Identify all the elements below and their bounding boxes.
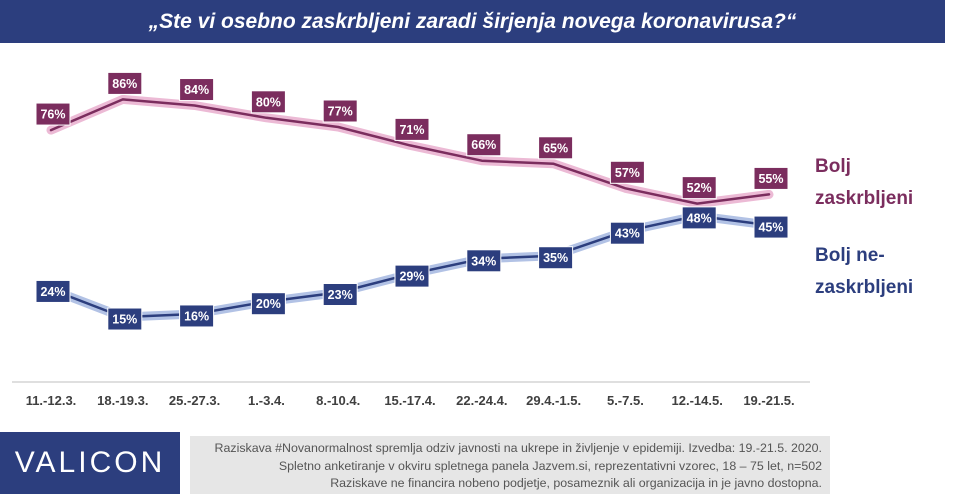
- svg-text:15%: 15%: [112, 313, 137, 327]
- svg-text:71%: 71%: [399, 123, 424, 137]
- x-tick-label: 25.-27.3.: [169, 393, 220, 408]
- data-label: 55%: [753, 166, 789, 190]
- x-tick-label: 5.-7.5.: [607, 393, 644, 408]
- data-label: 65%: [538, 136, 574, 160]
- x-tick-label: 1.-3.4.: [248, 393, 285, 408]
- data-label: 15%: [107, 307, 143, 331]
- valicon-logo: VALICON: [0, 432, 180, 494]
- data-label: 77%: [322, 99, 358, 123]
- svg-text:55%: 55%: [758, 172, 783, 186]
- legend-label: Bolj: [815, 156, 851, 177]
- legend-label: Bolj ne-: [815, 245, 885, 266]
- svg-text:35%: 35%: [543, 251, 568, 265]
- line-chart: 11.-12.3. 18.-19.3. 25.-27.3. 1.-3.4. 8.-10.…: [12, 71, 913, 408]
- footnote-line-2: Spletno anketiranje v okviru spletnega p…: [278, 458, 822, 473]
- svg-text:24%: 24%: [40, 285, 65, 299]
- x-tick-label: 12.-14.5.: [672, 393, 723, 408]
- svg-text:48%: 48%: [687, 211, 712, 225]
- svg-text:57%: 57%: [615, 166, 640, 180]
- svg-text:23%: 23%: [328, 288, 353, 302]
- x-tick-label: 18.-19.3.: [97, 393, 148, 408]
- x-tick-label: 19.-21.5.: [743, 393, 794, 408]
- svg-text:20%: 20%: [256, 297, 281, 311]
- data-label: 57%: [609, 160, 645, 184]
- data-label: 20%: [250, 292, 286, 316]
- data-label: 52%: [681, 176, 717, 200]
- data-label: 66%: [466, 133, 502, 157]
- footnote-line-1: Raziskava #Novanormalnost spremlja odziv…: [214, 441, 822, 455]
- data-label: 48%: [681, 206, 717, 230]
- data-label: 76%: [35, 102, 71, 126]
- data-label: 71%: [394, 117, 430, 141]
- svg-text:65%: 65%: [543, 141, 568, 155]
- data-label: 84%: [179, 78, 215, 102]
- data-label: 23%: [322, 283, 358, 307]
- data-label: 29%: [394, 264, 430, 288]
- svg-text:77%: 77%: [328, 104, 353, 118]
- footnote-line-3: Raziskave ne financira nobeno podjetje, …: [330, 476, 822, 490]
- svg-text:34%: 34%: [471, 254, 496, 268]
- data-label: 34%: [466, 249, 502, 273]
- data-label: 43%: [609, 221, 645, 245]
- data-label: 86%: [107, 71, 143, 95]
- data-label: 16%: [179, 304, 215, 328]
- svg-text:52%: 52%: [687, 181, 712, 195]
- x-tick-label: 29.4.-1.5.: [526, 393, 581, 408]
- svg-text:29%: 29%: [399, 270, 424, 284]
- chart-title: „Ste vi osebno zaskrbljeni zaradi širjen…: [0, 0, 945, 43]
- x-tick-label: 15.-17.4.: [384, 393, 435, 408]
- svg-text:16%: 16%: [184, 309, 209, 323]
- svg-text:84%: 84%: [184, 83, 209, 97]
- svg-text:45%: 45%: [758, 221, 783, 235]
- x-tick-label: 8.-10.4.: [316, 393, 360, 408]
- x-tick-label: 11.-12.3.: [26, 393, 77, 408]
- svg-text:43%: 43%: [615, 227, 640, 241]
- data-label: 24%: [35, 279, 71, 303]
- footnote: Raziskava #Novanormalnost spremlja odziv…: [190, 436, 830, 494]
- svg-text:80%: 80%: [256, 95, 281, 109]
- series-glow: [46, 94, 774, 209]
- legend-label: zaskrbljeni: [815, 277, 913, 298]
- svg-text:76%: 76%: [40, 108, 65, 122]
- x-tick-label: 22.-24.4.: [456, 393, 507, 408]
- series-line: [49, 98, 771, 205]
- data-label: 45%: [753, 215, 789, 239]
- svg-text:66%: 66%: [471, 138, 496, 152]
- data-label: 80%: [250, 90, 286, 114]
- legend-label: zaskrbljeni: [815, 188, 913, 209]
- data-label: 35%: [538, 246, 574, 270]
- svg-text:86%: 86%: [112, 77, 137, 91]
